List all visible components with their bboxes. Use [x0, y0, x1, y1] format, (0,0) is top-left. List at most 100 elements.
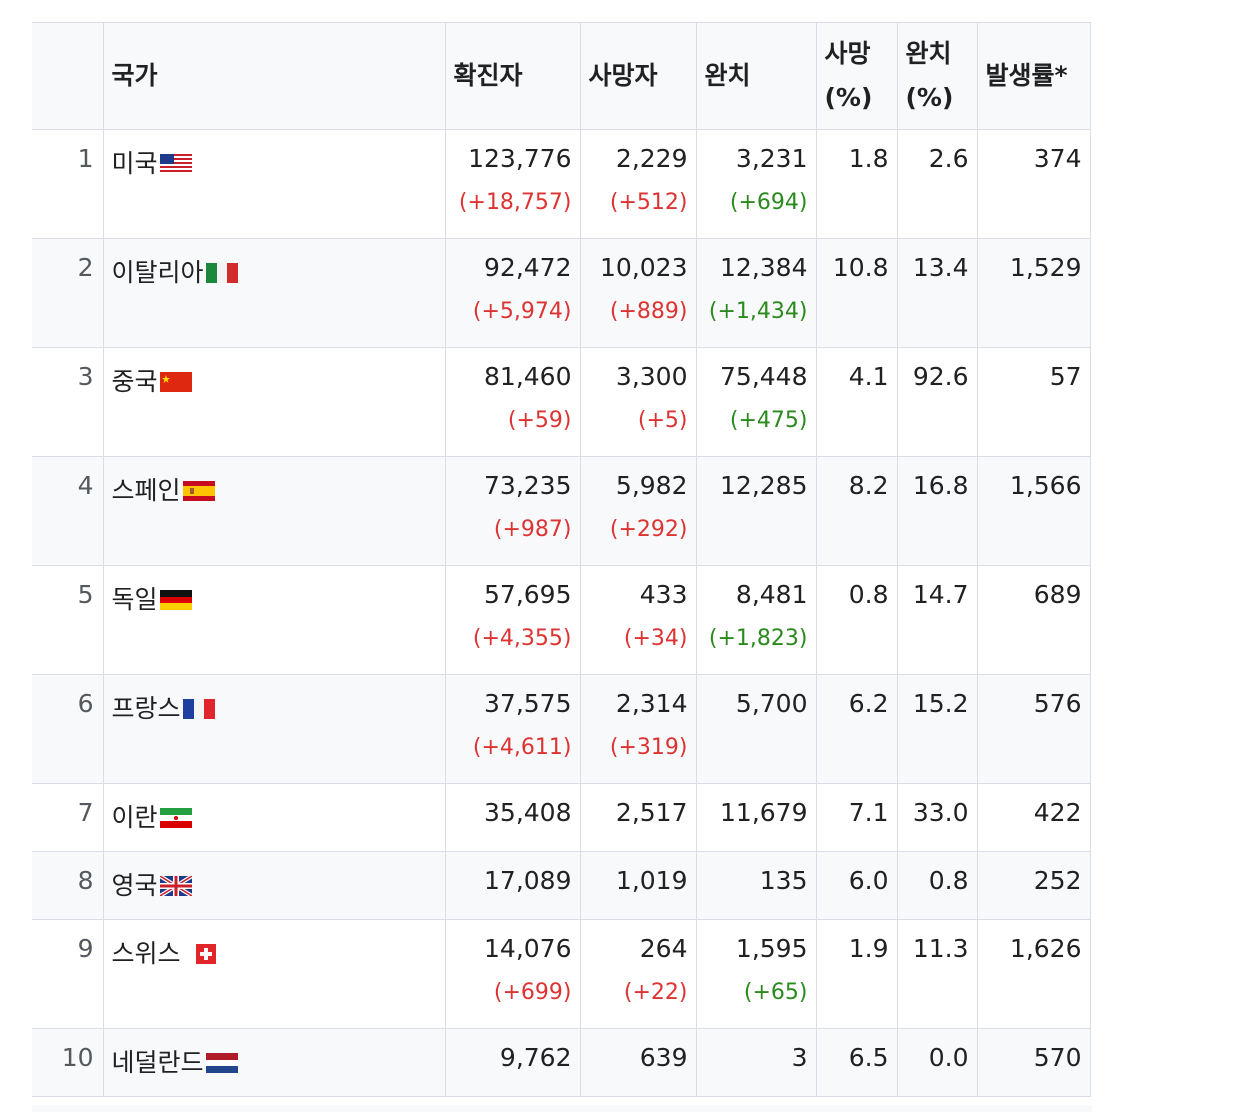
germany-flag-icon [158, 585, 192, 614]
rank-value: 7 [77, 798, 94, 827]
rank-header[interactable] [32, 22, 104, 130]
death-rate-value: 10.8 [832, 253, 889, 282]
netherlands-flag-icon [204, 1048, 238, 1077]
spain-flag-icon [181, 476, 215, 505]
country-link[interactable]: 미국 [111, 149, 158, 178]
recovery-rate-value: 0.8 [928, 866, 969, 895]
confirmed-delta: (+18,757) [458, 190, 572, 215]
recovered-cell: 1,595 (+65) [695, 919, 817, 1029]
table-row: 5 독일 57,695 (+4,355) 433 (+34) 8,481 (+1,823) 0.… [32, 565, 1091, 675]
death-rate-header[interactable]: 사망 (%) [815, 22, 898, 130]
confirmed-value: 17,089 [484, 866, 572, 895]
deaths-cell: 2,517 [579, 783, 697, 852]
deaths-header[interactable]: 사망자 [579, 22, 697, 130]
deaths-cell: 5,982 (+292) [579, 456, 697, 566]
death-rate-cell: 7.1 [815, 783, 898, 852]
italy-flag-icon [204, 258, 238, 287]
deaths-value: 3,300 [615, 362, 688, 391]
death-rate-value: 8.2 [848, 471, 889, 500]
country-link[interactable]: 스위스 [111, 939, 189, 968]
deaths-cell: 1,019 [579, 851, 697, 920]
country-cell: 이탈리아 [102, 238, 446, 348]
recovered-cell: 5,700 [695, 674, 817, 784]
confirmed-value: 57,695 [484, 580, 572, 609]
death-rate-cell: 0.8 [815, 565, 898, 675]
recovered-value: 135 [759, 866, 808, 895]
death-rate-value: 6.2 [848, 689, 889, 718]
confirmed-cell: 37,575 (+4,611) [444, 674, 581, 784]
confirmed-header-label: 확진자 [453, 61, 523, 90]
recovered-cell: 12,384 (+1,434) [695, 238, 817, 348]
deaths-value: 2,314 [615, 689, 688, 718]
death-rate-value: 1.8 [848, 144, 889, 173]
country-link[interactable]: 프랑스 [111, 694, 181, 723]
recovered-cell: 3 [695, 1028, 817, 1097]
incidence-header[interactable]: 발생률* [976, 22, 1091, 130]
confirmed-delta: (+4,355) [472, 626, 572, 651]
recovery-rate-header-label: 완치 [905, 39, 952, 68]
incidence-cell: 1,529 [976, 238, 1091, 348]
incidence-cell: 689 [976, 565, 1091, 675]
incidence-cell: 570 [976, 1028, 1091, 1097]
rank-cell: 9 [32, 919, 104, 1029]
china-flag-icon [158, 367, 192, 396]
confirmed-value: 35,408 [484, 798, 572, 827]
country-link[interactable]: 네덜란드 [111, 1048, 204, 1077]
death-rate-cell: 4.1 [815, 347, 898, 457]
table-row: 6 프랑스 37,575 (+4,611) 2,314 (+319) 5,700 6.2 15.… [32, 674, 1091, 784]
country-link[interactable]: 영국 [111, 871, 158, 900]
confirmed-delta: (+59) [507, 408, 572, 433]
deaths-delta: (+22) [623, 980, 688, 1005]
country-link[interactable]: 스페인 [111, 476, 181, 505]
recovered-value: 5,700 [735, 689, 808, 718]
confirmed-value: 9,762 [499, 1043, 572, 1072]
country-link[interactable]: 이탈리아 [111, 258, 204, 287]
recovered-cell: 12,285 [695, 456, 817, 566]
country-link[interactable]: 중국 [111, 367, 158, 396]
recovered-delta: (+694) [729, 190, 808, 215]
recovery-rate-value: 13.4 [912, 253, 969, 282]
recovered-delta: (+475) [729, 408, 808, 433]
recovery-rate-value: 14.7 [912, 580, 969, 609]
country-cell: 독일 [102, 565, 446, 675]
deaths-header-label: 사망자 [588, 61, 658, 90]
rank-cell: 7 [32, 783, 104, 852]
deaths-value: 264 [639, 934, 688, 963]
confirmed-delta: (+5,974) [472, 299, 572, 324]
recovered-value: 3 [791, 1043, 808, 1072]
rank-value: 10 [61, 1043, 94, 1072]
rank-value: 2 [77, 253, 94, 282]
country-header[interactable]: 국가 [102, 22, 446, 130]
incidence-header-label: 발생률* [985, 61, 1068, 90]
incidence-cell: 1,566 [976, 456, 1091, 566]
table-row: 1 미국 123,776 (+18,757) 2,229 (+512) 3,231 (+694… [32, 129, 1091, 239]
recovery-rate-header[interactable]: 완치 (%) [896, 22, 978, 130]
recovery-rate-value: 33.0 [912, 798, 969, 827]
confirmed-value: 73,235 [484, 471, 572, 500]
country-cell: 스페인 [102, 456, 446, 566]
confirmed-header[interactable]: 확진자 [444, 22, 581, 130]
recovered-header[interactable]: 완치 [695, 22, 817, 130]
rank-value: 9 [77, 934, 94, 963]
confirmed-cell: 73,235 (+987) [444, 456, 581, 566]
country-cell: 미국 [102, 129, 446, 239]
rank-cell: 8 [32, 851, 104, 920]
rank-value: 5 [77, 580, 94, 609]
death-rate-cell: 6.5 [815, 1028, 898, 1097]
recovery-rate-value: 2.6 [928, 144, 969, 173]
rank-cell: 10 [32, 1028, 104, 1097]
country-link[interactable]: 독일 [111, 585, 158, 614]
country-link[interactable]: 이란 [111, 803, 158, 832]
confirmed-value: 92,472 [484, 253, 572, 282]
confirmed-cell: 123,776 (+18,757) [444, 129, 581, 239]
death-rate-cell: 1.8 [815, 129, 898, 239]
rank-cell: 3 [32, 347, 104, 457]
iran-flag-icon [158, 803, 192, 832]
recovery-rate-cell: 11.3 [896, 919, 978, 1029]
rank-value: 3 [77, 362, 94, 391]
recovered-delta: (+1,434) [708, 299, 808, 324]
us-flag-icon [158, 149, 192, 178]
rank-cell: 5 [32, 565, 104, 675]
table-header-row: 국가 확진자 사망자 완치 사망 (%) 완치 (%) 발생률* [32, 22, 1091, 130]
deaths-cell: 2,314 (+319) [579, 674, 697, 784]
